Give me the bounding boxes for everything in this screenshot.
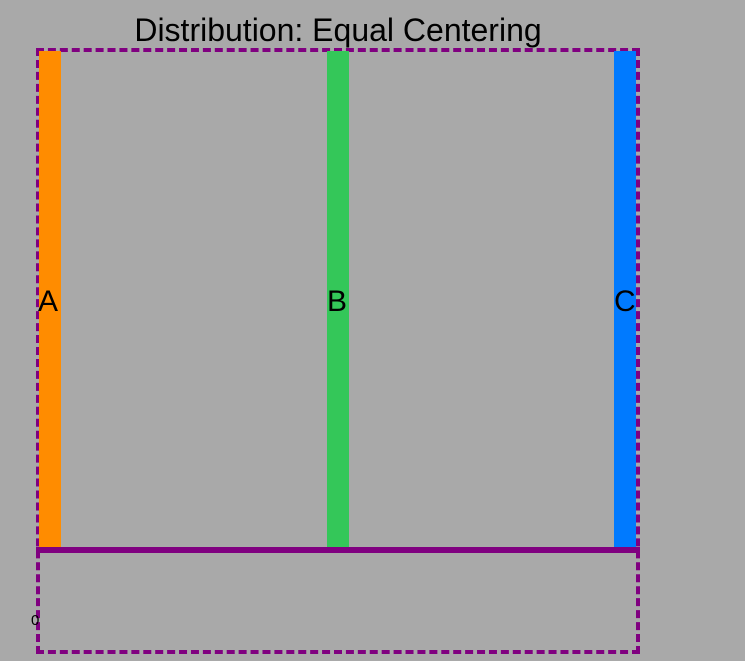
baseline-line — [36, 547, 640, 553]
bar-c-label: C — [614, 285, 636, 318]
axis-tick-label: 0 — [31, 612, 40, 629]
bar-b-label: B — [327, 285, 348, 318]
bar-b — [327, 51, 349, 548]
bar-a — [39, 51, 61, 548]
container-frame — [36, 48, 640, 654]
page-title: Distribution: Equal Centering — [134, 12, 542, 48]
bar-a-label: A — [38, 285, 59, 318]
bar-c — [614, 51, 636, 548]
